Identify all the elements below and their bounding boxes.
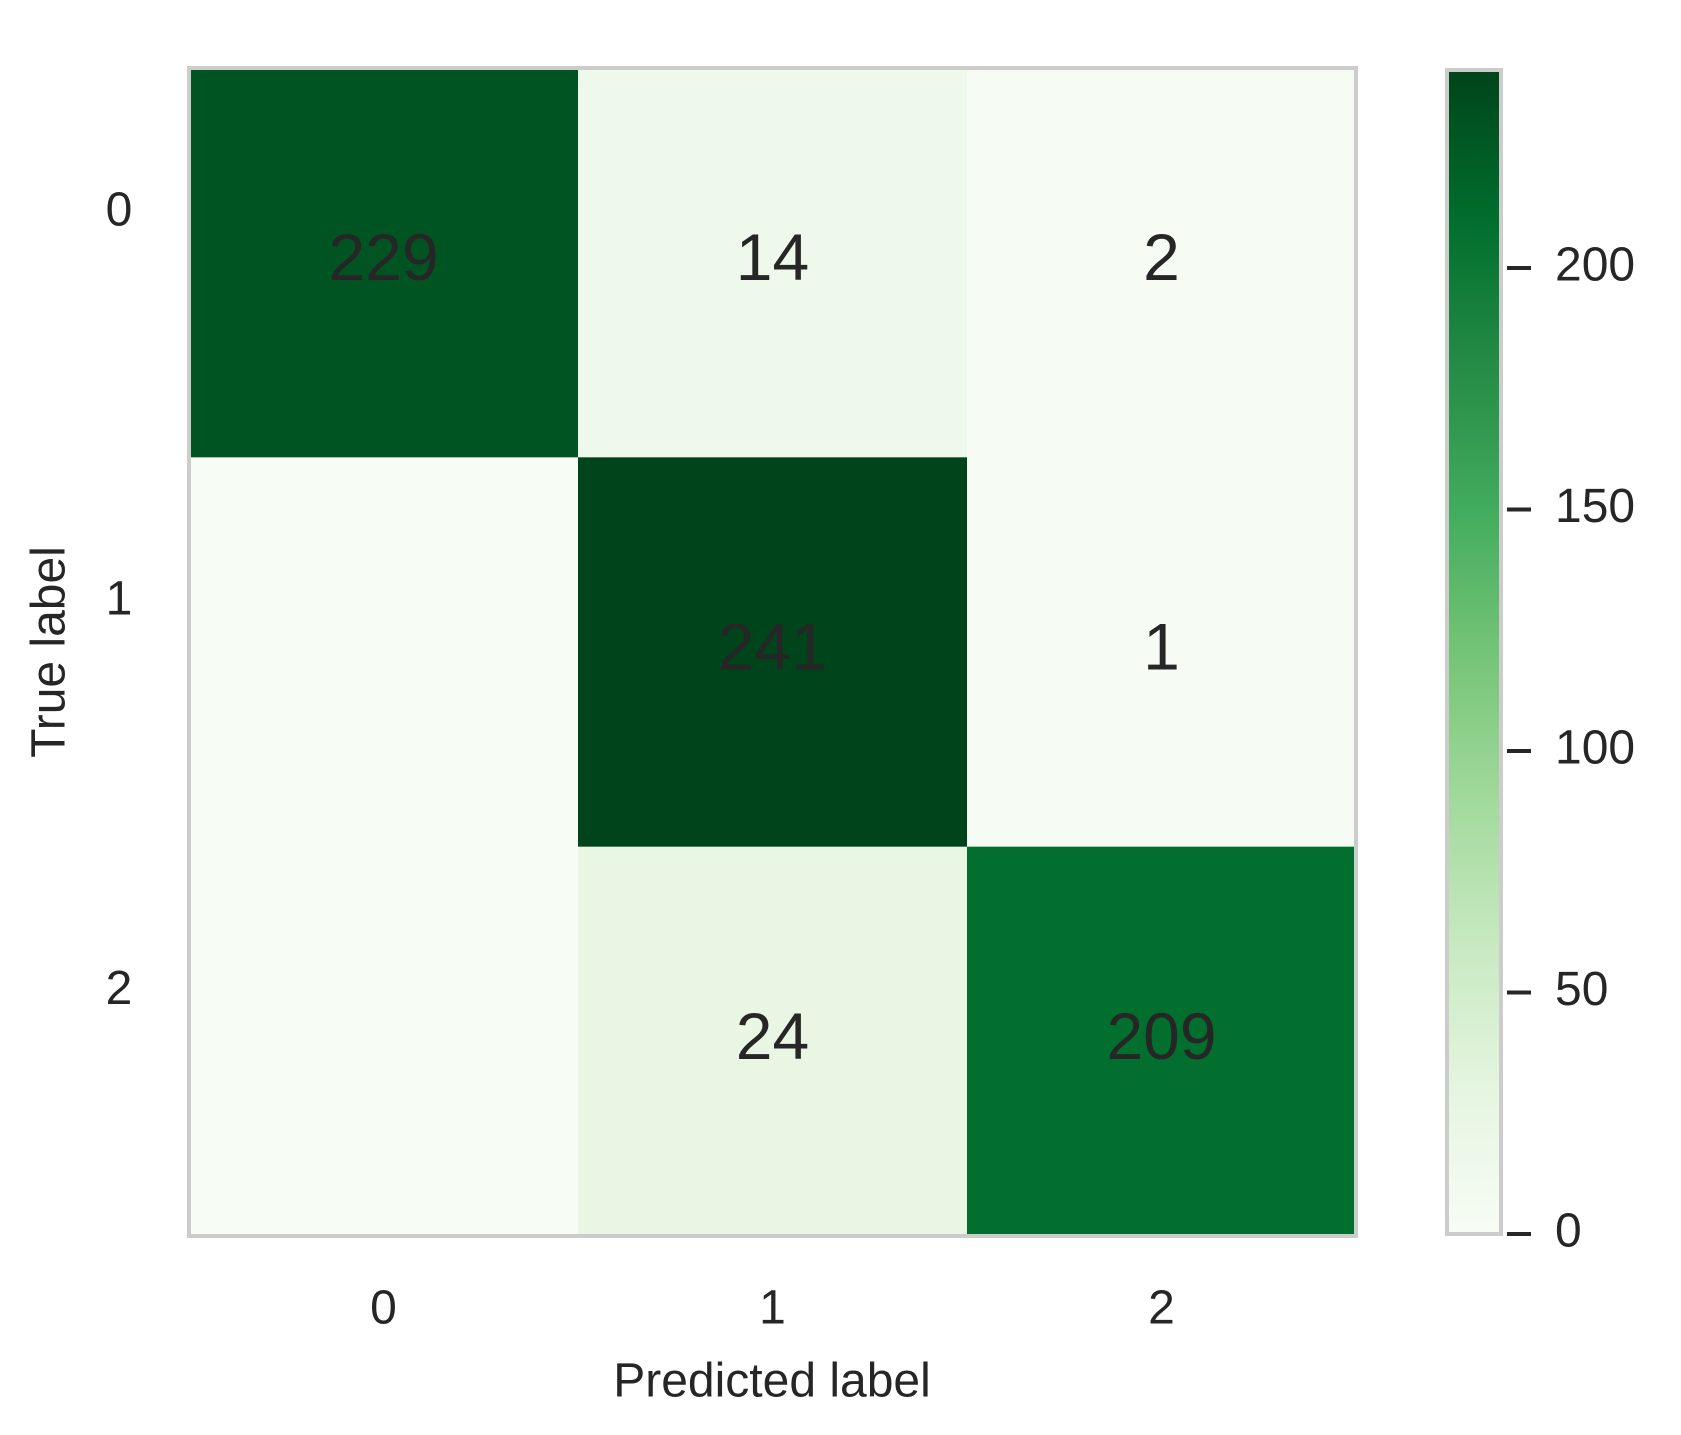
colorbar-tick-label: 100	[1555, 722, 1635, 775]
heatmap-cell	[578, 846, 968, 1237]
cell-label: 2	[1143, 220, 1180, 294]
heatmap-cell	[189, 457, 579, 848]
heatmap-cell	[578, 457, 968, 848]
cell-label: 24	[736, 999, 809, 1073]
heatmap-cell	[189, 846, 579, 1237]
heatmap-cell	[967, 457, 1357, 848]
heatmap-cell	[967, 846, 1357, 1237]
heatmap-cell	[189, 68, 579, 458]
heatmap-cell	[967, 68, 1357, 458]
y-tick-label: 0	[106, 183, 133, 236]
y-axis-label: True label	[23, 546, 76, 758]
x-axis-label: Predicted label	[613, 1355, 931, 1408]
y-tick-label: 1	[106, 573, 133, 626]
cell-label: 209	[1106, 999, 1216, 1073]
colorbar-tick-label: 200	[1555, 239, 1635, 292]
y-tick-label: 2	[106, 962, 133, 1015]
colorbar	[1445, 68, 1503, 1236]
colorbar-tick-label: 50	[1555, 963, 1608, 1016]
cell-label: 229	[328, 220, 438, 294]
plot-frame	[187, 66, 1358, 1238]
cell-label: 1	[1143, 609, 1180, 683]
cell-label: 241	[717, 609, 827, 683]
cell-label: 14	[736, 220, 809, 294]
x-tick-label: 1	[759, 1282, 786, 1335]
heatmap-cell	[578, 68, 968, 458]
x-tick-label: 2	[1148, 1282, 1175, 1335]
x-tick-label: 0	[370, 1282, 397, 1335]
colorbar-tick-label: 0	[1555, 1205, 1582, 1258]
colorbar-tick-label: 150	[1555, 480, 1635, 533]
